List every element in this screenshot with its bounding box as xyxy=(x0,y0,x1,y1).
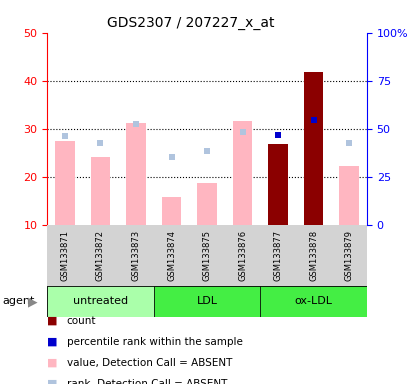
Text: GSM133875: GSM133875 xyxy=(202,230,211,281)
Text: ■: ■ xyxy=(47,379,58,384)
Text: ▶: ▶ xyxy=(28,295,38,308)
Text: GSM133874: GSM133874 xyxy=(166,230,175,281)
Text: GSM133873: GSM133873 xyxy=(131,230,140,281)
FancyBboxPatch shape xyxy=(224,225,260,286)
Bar xyxy=(232,121,252,225)
Text: GSM133879: GSM133879 xyxy=(344,230,353,281)
Bar xyxy=(55,141,74,225)
Bar xyxy=(90,157,110,225)
FancyBboxPatch shape xyxy=(47,225,83,286)
Text: untreated: untreated xyxy=(73,296,128,306)
Text: agent: agent xyxy=(2,296,34,306)
FancyBboxPatch shape xyxy=(295,225,330,286)
Text: GSM133878: GSM133878 xyxy=(308,230,317,281)
FancyBboxPatch shape xyxy=(260,286,366,317)
Text: percentile rank within the sample: percentile rank within the sample xyxy=(67,337,242,347)
Text: ox-LDL: ox-LDL xyxy=(294,296,332,306)
Text: value, Detection Call = ABSENT: value, Detection Call = ABSENT xyxy=(67,358,231,368)
Text: ■: ■ xyxy=(47,316,58,326)
Text: GSM133876: GSM133876 xyxy=(238,230,247,281)
Text: LDL: LDL xyxy=(196,296,217,306)
FancyBboxPatch shape xyxy=(330,225,366,286)
FancyBboxPatch shape xyxy=(153,225,189,286)
Bar xyxy=(161,197,181,225)
Text: GSM133872: GSM133872 xyxy=(96,230,105,281)
Bar xyxy=(267,144,287,225)
Text: count: count xyxy=(67,316,96,326)
FancyBboxPatch shape xyxy=(47,286,153,317)
Bar xyxy=(197,183,216,225)
Text: ■: ■ xyxy=(47,337,58,347)
Text: ■: ■ xyxy=(47,358,58,368)
Bar xyxy=(126,123,146,225)
Text: GSM133877: GSM133877 xyxy=(273,230,282,281)
Bar xyxy=(339,166,358,225)
Title: GDS2307 / 207227_x_at: GDS2307 / 207227_x_at xyxy=(107,16,274,30)
Bar xyxy=(303,72,323,225)
FancyBboxPatch shape xyxy=(153,286,260,317)
FancyBboxPatch shape xyxy=(118,225,153,286)
FancyBboxPatch shape xyxy=(260,225,295,286)
FancyBboxPatch shape xyxy=(83,225,118,286)
FancyBboxPatch shape xyxy=(189,225,224,286)
Text: GSM133871: GSM133871 xyxy=(60,230,69,281)
Text: rank, Detection Call = ABSENT: rank, Detection Call = ABSENT xyxy=(67,379,227,384)
